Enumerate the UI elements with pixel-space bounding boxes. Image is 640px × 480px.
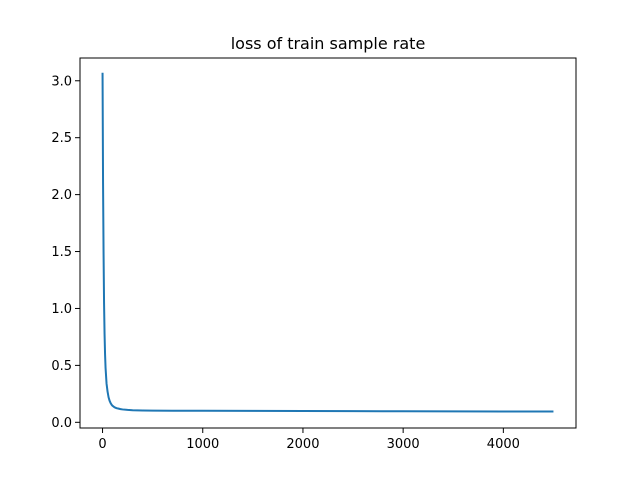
chart-title: loss of train sample rate [231,34,426,53]
x-tick-label: 2000 [286,437,319,452]
x-tick-label: 4000 [487,437,520,452]
axes-frame [79,57,577,429]
y-tick-label: 3.0 [51,74,72,89]
x-axis: 0 1000 2000 3000 4000 [98,428,520,452]
y-tick-label: 0.5 [51,359,72,374]
plot-area [101,72,554,413]
y-tick-label: 2.0 [51,188,72,203]
y-tick-label: 2.5 [51,131,72,146]
y-tick-label: 1.0 [51,302,72,317]
x-tick-label: 1000 [186,437,219,452]
y-tick-label: 1.5 [51,245,72,260]
y-tick-label: 0.0 [51,416,72,431]
y-axis: 0.0 0.5 1.0 1.5 2.0 2.5 3.0 [51,74,80,431]
loss-series-line [101,72,554,413]
x-tick-label: 0 [98,437,106,452]
x-tick-label: 3000 [387,437,420,452]
